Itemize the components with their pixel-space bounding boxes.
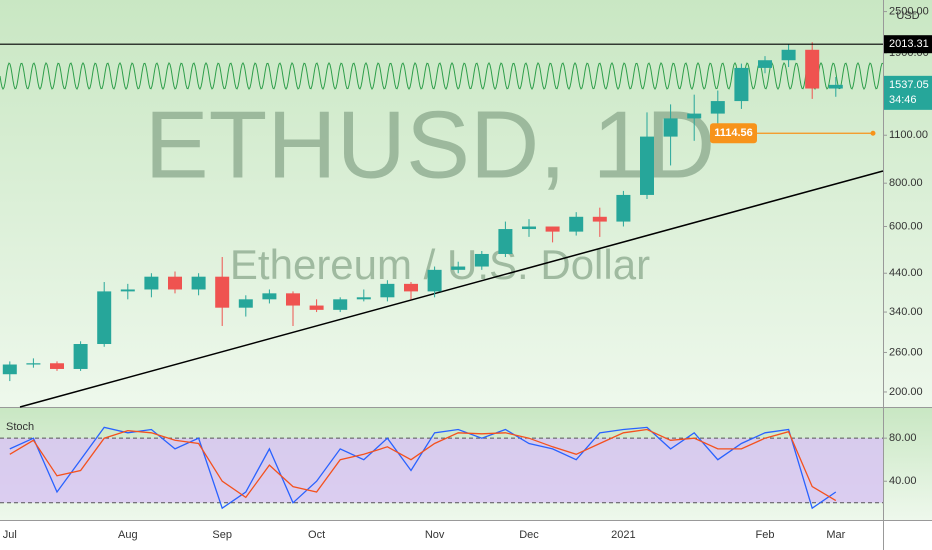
y-tick-label: 1100.00 [889, 129, 928, 141]
y-tick-label: 340.00 [889, 306, 923, 318]
watermark-symbol: ETHUSD, 1D [145, 91, 716, 198]
candle-body [474, 253, 489, 267]
candle-body [640, 136, 654, 195]
last-price-label: 1537.05 [889, 79, 929, 91]
trend-line [19, 170, 884, 408]
candle-body [805, 49, 820, 89]
countdown: 34:46 [889, 94, 917, 106]
y-tick-label: 2500.00 [889, 5, 929, 17]
sine-indicator [0, 62, 884, 90]
candle-body [286, 293, 300, 306]
price-tag-label: 1114.56 [714, 127, 753, 139]
candle-body [333, 299, 348, 310]
x-tick-label: Dec [519, 529, 539, 541]
candle-body [451, 266, 466, 270]
candle-body [404, 283, 418, 292]
candle-body [26, 363, 41, 365]
y-tick-label: 800.00 [889, 177, 923, 189]
candle-body [569, 216, 584, 232]
price-line-end [870, 130, 876, 136]
candle-body [309, 305, 324, 310]
price-tag-label: 2013.31 [889, 38, 929, 50]
price-pane [0, 0, 932, 407]
candle-body [781, 49, 796, 61]
candle-body [687, 113, 702, 119]
candle-body [144, 276, 159, 290]
x-tick-label: 2021 [611, 529, 635, 541]
candle-body [120, 289, 135, 292]
x-tick-label: Nov [425, 529, 445, 541]
candle-body [191, 276, 206, 290]
x-tick-label: Oct [308, 529, 325, 541]
x-tick-label: Jul [3, 529, 17, 541]
candle-body [545, 226, 560, 232]
candle-body [758, 60, 772, 68]
y-tick-label: 40.00 [889, 475, 917, 487]
y-tick-label: 80.00 [889, 432, 917, 444]
y-tick-label: 200.00 [889, 386, 923, 398]
y-tick-label: 600.00 [889, 220, 923, 232]
content: 200.00 260.00 340.00 440.00 600.00 800.00 1100… [0, 5, 932, 541]
candle-body [592, 216, 607, 222]
candle-body [2, 364, 17, 375]
candle-body [734, 67, 749, 102]
candle-body [380, 283, 395, 298]
stoch-title: Stoch [6, 421, 34, 433]
candle-body [616, 194, 631, 222]
candle-body [73, 344, 88, 369]
x-tick-label: Aug [118, 529, 138, 541]
price-tag [710, 123, 757, 144]
currency: USD [896, 10, 919, 22]
stoch-line [9, 428, 837, 502]
y-tick-label: 260.00 [889, 346, 923, 358]
candle-body [215, 276, 230, 308]
candle-body [427, 269, 442, 292]
candle-body [97, 291, 112, 345]
candle-body [168, 276, 182, 290]
x-tick-label: Feb [756, 529, 775, 541]
x-tick-label: Mar [826, 529, 845, 541]
candle-body [710, 101, 725, 114]
candle-body [828, 84, 843, 89]
price-tag [884, 35, 932, 54]
stoch-band-fill [0, 438, 883, 503]
candle-body [238, 299, 253, 308]
candle-body [356, 297, 371, 300]
candle-body [498, 229, 513, 254]
candle-body [50, 363, 64, 369]
last-price-tag [884, 75, 932, 110]
y-tick-label: 440.00 [889, 267, 923, 279]
candle-body [663, 118, 678, 137]
time-axis [0, 520, 932, 550]
candle-body [262, 293, 277, 300]
candle-body [522, 226, 536, 230]
x-tick-label: Sep [212, 529, 232, 541]
